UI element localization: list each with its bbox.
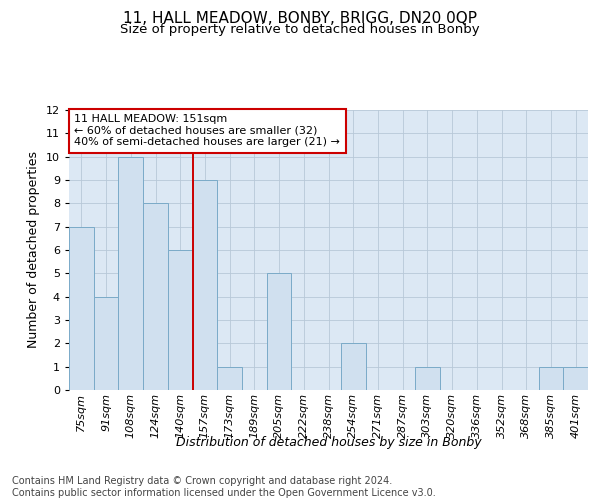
Bar (193, 180, 217, 390)
Bar (69, 226, 94, 390)
Bar (415, 366, 440, 390)
Text: 11 HALL MEADOW: 151sqm
← 60% of detached houses are smaller (32)
40% of semi-det: 11 HALL MEADOW: 151sqm ← 60% of detached… (74, 114, 340, 148)
Bar (563, 366, 588, 390)
Text: Distribution of detached houses by size in Bonby: Distribution of detached houses by size … (176, 436, 482, 449)
Bar (539, 366, 563, 390)
Bar (341, 344, 365, 390)
Bar (143, 204, 168, 390)
Text: 11, HALL MEADOW, BONBY, BRIGG, DN20 0QP: 11, HALL MEADOW, BONBY, BRIGG, DN20 0QP (123, 11, 477, 26)
Text: Contains HM Land Registry data © Crown copyright and database right 2024.
Contai: Contains HM Land Registry data © Crown c… (12, 476, 436, 498)
Text: Size of property relative to detached houses in Bonby: Size of property relative to detached ho… (120, 22, 480, 36)
Bar (168, 250, 193, 390)
Bar (118, 156, 143, 390)
Y-axis label: Number of detached properties: Number of detached properties (27, 152, 40, 348)
Bar (217, 366, 242, 390)
Bar (267, 274, 292, 390)
Bar (94, 296, 118, 390)
